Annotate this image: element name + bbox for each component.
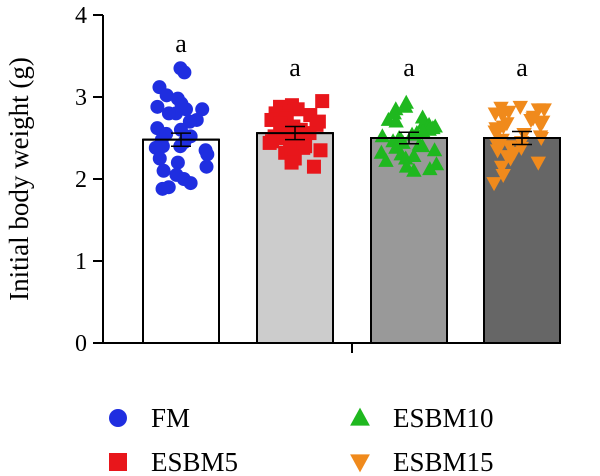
significance-labels: aa a a <box>175 29 528 82</box>
data-point-esbm15 <box>523 114 539 129</box>
data-point-esbm15 <box>512 100 528 115</box>
data-point-fm <box>156 163 171 178</box>
y-tick-label: 2 <box>75 167 87 193</box>
y-tick-label: 0 <box>75 331 87 357</box>
data-point-esbm5 <box>296 127 311 142</box>
data-point-esbm15 <box>533 132 549 147</box>
y-tick-label: 1 <box>75 249 87 275</box>
data-point-esbm15 <box>530 156 546 171</box>
data-point-esbm15 <box>486 177 502 192</box>
y-tick-label: 3 <box>75 85 87 111</box>
data-point-esbm5 <box>313 143 328 158</box>
data-point-esbm10 <box>398 150 414 165</box>
y-tick-label: 4 <box>75 3 87 29</box>
data-point-esbm10 <box>378 152 394 167</box>
data-point-esbm10 <box>388 113 404 128</box>
data-point-esbm15 <box>493 160 510 175</box>
data-point-fm <box>150 99 165 114</box>
legend-label-esbm5: ESBM5 <box>151 447 238 476</box>
data-point-esbm10 <box>395 134 411 149</box>
data-point-fm <box>148 140 163 155</box>
data-point-fm <box>183 176 198 191</box>
data-point-esbm10 <box>406 162 422 177</box>
data-point-esbm10 <box>414 138 430 153</box>
data-point-esbm5 <box>315 94 330 109</box>
data-point-esbm15 <box>495 168 511 183</box>
data-point-esbm15 <box>489 144 506 159</box>
legend-marker-fm <box>109 409 127 427</box>
legend-label-fm: FM <box>151 403 190 433</box>
data-point-esbm10 <box>374 128 391 143</box>
error-bars <box>143 125 560 147</box>
data-point-fm <box>161 106 176 121</box>
data-point-esbm15 <box>487 125 503 140</box>
legend-marker-esbm15 <box>350 454 370 473</box>
legend-label-esbm15: ESBM15 <box>393 447 494 476</box>
data-point-fm <box>170 155 185 170</box>
significance-label: a <box>289 53 301 82</box>
data-point-esbm10 <box>397 98 414 113</box>
data-point-esbm5 <box>262 135 277 150</box>
significance-label: a <box>516 53 528 82</box>
data-point-esbm5 <box>284 155 299 170</box>
y-axis-title: Initial body weight (g) <box>4 57 34 301</box>
data-point-fm <box>152 151 167 166</box>
data-point-esbm5 <box>306 159 321 174</box>
data-point-esbm15 <box>536 103 552 118</box>
data-point-esbm5 <box>296 140 311 155</box>
data-point-fm <box>177 65 192 80</box>
data-point-fm <box>199 159 214 174</box>
data-point-esbm15 <box>532 118 549 133</box>
bar-esbm15 <box>483 137 561 344</box>
legend-marker-esbm10 <box>350 407 370 426</box>
legend-marker-esbm5 <box>109 453 127 471</box>
data-point-esbm15 <box>494 109 511 124</box>
data-point-fm <box>200 147 215 162</box>
data-point-esbm15 <box>513 141 530 156</box>
data-point-fm <box>155 181 170 196</box>
data-point-esbm15 <box>502 152 519 167</box>
significance-label: a <box>175 29 187 58</box>
data-point-fm <box>182 114 197 129</box>
legend-label-esbm10: ESBM10 <box>393 403 494 433</box>
data-point-fm <box>159 88 174 103</box>
data-point-esbm10 <box>422 161 438 176</box>
data-point-esbm10 <box>426 142 443 157</box>
data-point-esbm5 <box>290 102 305 117</box>
data-point-fm <box>195 102 210 117</box>
legend: FM ESBM5 ESBM10 ESBM15 <box>109 403 494 476</box>
significance-label: a <box>403 53 415 82</box>
